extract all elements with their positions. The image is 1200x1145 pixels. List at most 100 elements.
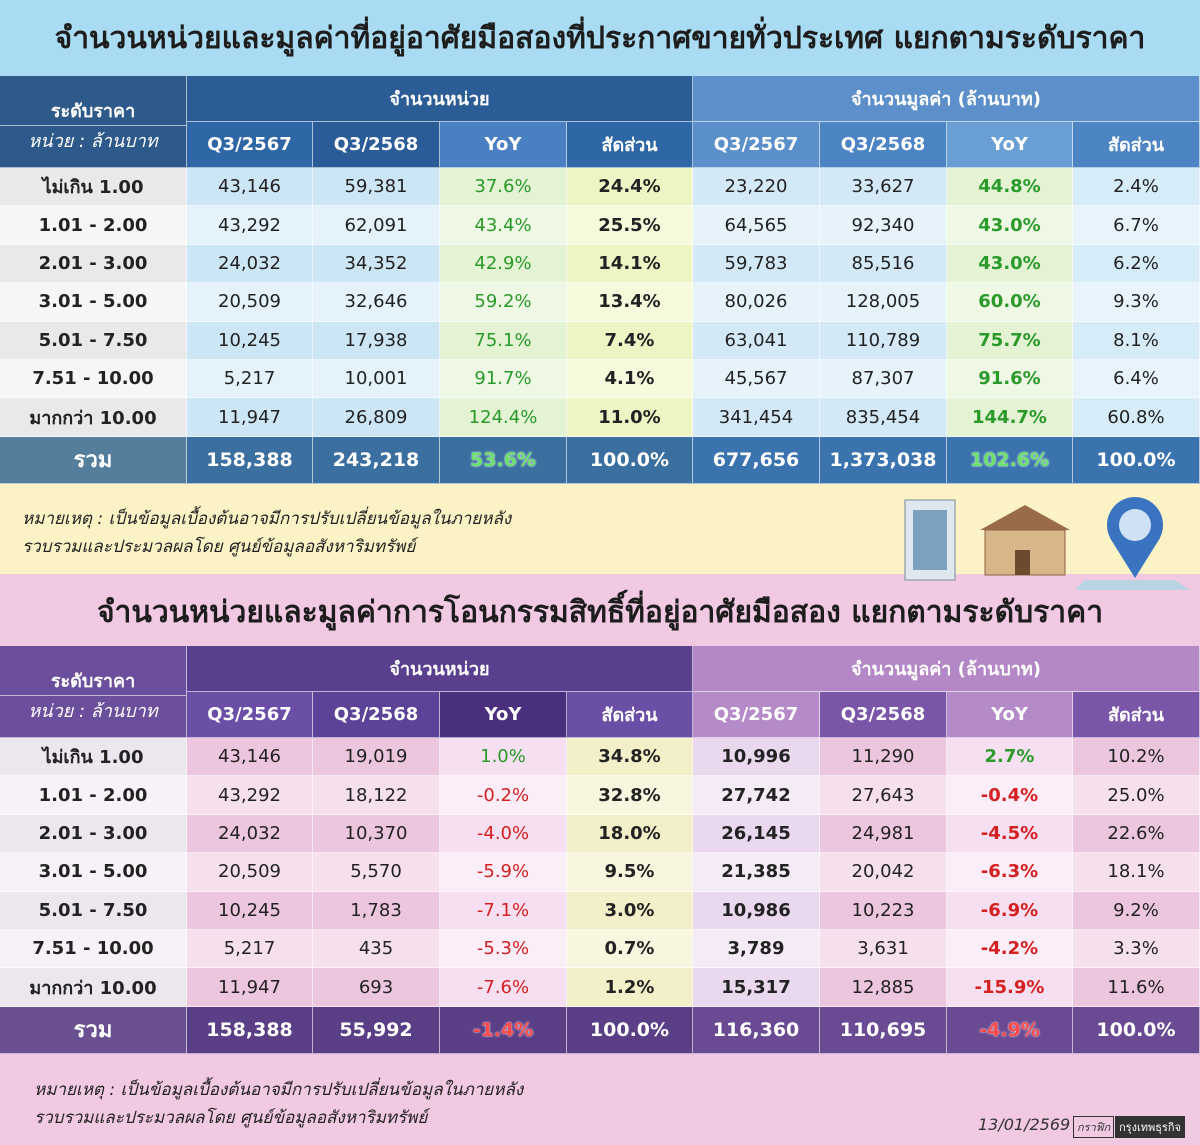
row-label: ไม่เกิน 1.00	[0, 738, 187, 777]
cell: 6.7%	[1073, 206, 1200, 245]
cell: 26,145	[693, 814, 820, 854]
cell: 12,885	[820, 968, 947, 1007]
cell: -6.3%	[947, 853, 1073, 892]
column-header: YoY	[947, 122, 1073, 168]
cell: 60.8%	[1073, 398, 1200, 437]
cell: 110,789	[820, 321, 947, 360]
row-label: มากกว่า 10.00	[0, 968, 187, 1007]
column-header: YoY	[947, 692, 1073, 738]
group-header: จำนวนหน่วย	[187, 76, 693, 122]
group-header: จำนวนมูลค่า (ล้านบาท)	[693, 76, 1200, 122]
row-label: 5.01 - 7.50	[0, 891, 187, 930]
row-label: 2.01 - 3.00	[0, 244, 187, 284]
cell: 91.7%	[440, 360, 567, 399]
cell: 6.2%	[1073, 244, 1200, 284]
cell: 62,091	[313, 206, 440, 245]
cell: 11,947	[187, 398, 313, 437]
cell: 20,509	[187, 283, 313, 322]
cell: 11,290	[820, 738, 947, 777]
cell: 7.4%	[567, 321, 693, 360]
cell: 37.6%	[440, 168, 567, 207]
cell: 64,565	[693, 206, 820, 245]
cell: 91.6%	[947, 360, 1073, 399]
total-cell: -1.4%	[440, 1006, 567, 1054]
column-header: สัดส่วน	[1073, 122, 1200, 168]
column-header: Q3/2567	[187, 692, 313, 738]
cell: 10,223	[820, 891, 947, 930]
total-cell: 116,360	[693, 1006, 820, 1054]
row-label: 1.01 - 2.00	[0, 776, 187, 815]
cell: 13.4%	[567, 283, 693, 322]
cell: 43.4%	[440, 206, 567, 245]
total-cell: 100.0%	[567, 1006, 693, 1054]
column-header: Q3/2568	[313, 122, 440, 168]
cell: 33,627	[820, 168, 947, 207]
cell: 87,307	[820, 360, 947, 399]
cell: 25.5%	[567, 206, 693, 245]
cell: 17,938	[313, 321, 440, 360]
cell: 42.9%	[440, 244, 567, 284]
row-label: ไม่เกิน 1.00	[0, 168, 187, 207]
cell: -7.6%	[440, 968, 567, 1007]
price-level-header: ระดับราคา	[0, 76, 187, 126]
cell: 10,370	[313, 814, 440, 854]
cell: -15.9%	[947, 968, 1073, 1007]
cell: 92,340	[820, 206, 947, 245]
cell: 43,292	[187, 776, 313, 815]
row-label: 3.01 - 5.00	[0, 853, 187, 892]
total-cell: 100.0%	[1073, 1006, 1200, 1054]
cell: 24,981	[820, 814, 947, 854]
cell: 25.0%	[1073, 776, 1200, 815]
cell: -4.0%	[440, 814, 567, 854]
cell: -5.3%	[440, 930, 567, 969]
cell: 20,509	[187, 853, 313, 892]
cell: 5,570	[313, 853, 440, 892]
cell: 75.1%	[440, 321, 567, 360]
cell: 10,245	[187, 321, 313, 360]
cell: 5,217	[187, 930, 313, 969]
cell: 1.2%	[567, 968, 693, 1007]
row-label: 5.01 - 7.50	[0, 321, 187, 360]
cell: 85,516	[820, 244, 947, 284]
cell: 124.4%	[440, 398, 567, 437]
cell: -4.2%	[947, 930, 1073, 969]
row-label: 2.01 - 3.00	[0, 814, 187, 854]
column-header: Q3/2568	[820, 122, 947, 168]
cell: 8.1%	[1073, 321, 1200, 360]
cell: 1,783	[313, 891, 440, 930]
cell: 693	[313, 968, 440, 1007]
row-label: 7.51 - 10.00	[0, 360, 187, 399]
cell: 128,005	[820, 283, 947, 322]
cell: 59,381	[313, 168, 440, 207]
cell: 18.1%	[1073, 853, 1200, 892]
cell: -6.9%	[947, 891, 1073, 930]
cell: 43,292	[187, 206, 313, 245]
note: รวบรวมและประมวลผลโดย ศูนย์ข้อมูลอสังหาริ…	[34, 1108, 428, 1128]
group-header: จำนวนมูลค่า (ล้านบาท)	[693, 646, 1200, 692]
total-cell: 100.0%	[1073, 436, 1200, 484]
cell: 59,783	[693, 244, 820, 284]
total-cell: 1,373,038	[820, 436, 947, 484]
cell: 43,146	[187, 168, 313, 207]
cell: 20,042	[820, 853, 947, 892]
cell: 435	[313, 930, 440, 969]
note: หมายเหตุ : เป็นข้อมูลเบื้องต้นอาจมีการปร…	[34, 1080, 524, 1100]
icons	[904, 497, 1190, 590]
cell: 27,742	[693, 776, 820, 815]
cell: 2.4%	[1073, 168, 1200, 207]
cell: 32.8%	[567, 776, 693, 815]
bottom-title: จำนวนหน่วยและมูลค่าการโอนกรรมสิทธิ์ที่อย…	[96, 594, 1104, 630]
date: 13/01/2569	[978, 1115, 1071, 1134]
cell: 27,643	[820, 776, 947, 815]
column-header: สัดส่วน	[1073, 692, 1200, 738]
cell: 60.0%	[947, 283, 1073, 322]
total-cell: 55,992	[313, 1006, 440, 1054]
cell: 341,454	[693, 398, 820, 437]
cell: 11.6%	[1073, 968, 1200, 1007]
total-label: รวม	[0, 1006, 187, 1054]
price-level-header: ระดับราคา	[0, 646, 187, 696]
cell: 18.0%	[567, 814, 693, 854]
cell: 80,026	[693, 283, 820, 322]
column-header: YoY	[440, 692, 567, 738]
